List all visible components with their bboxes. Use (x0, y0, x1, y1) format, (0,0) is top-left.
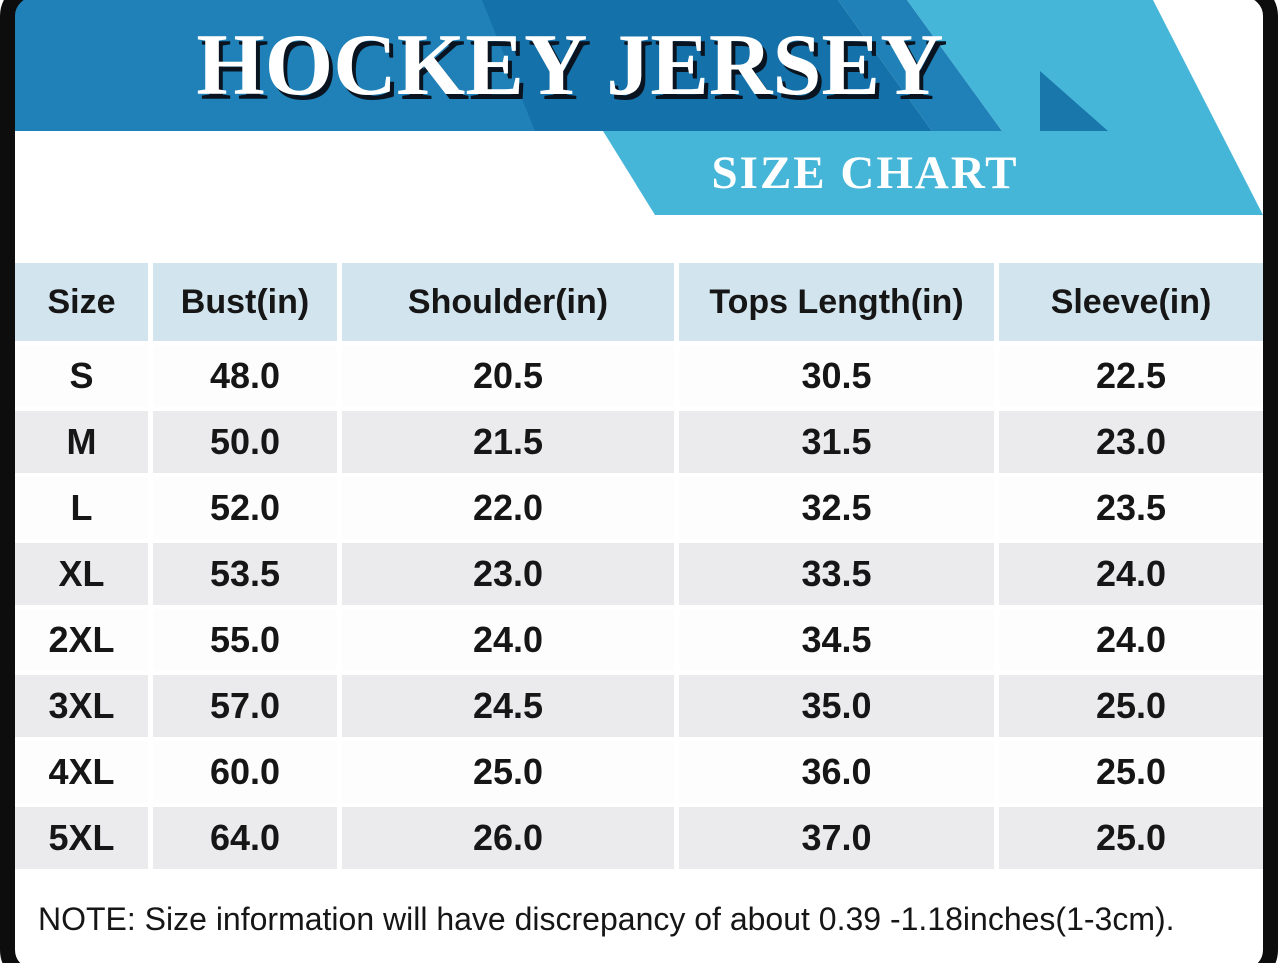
measurement-cell: 31.5 (679, 411, 994, 473)
size-table: Size Bust(in) Shoulder(in) Tops Length(in) S… (15, 263, 1263, 869)
measurement-cell: 22.0 (342, 477, 674, 539)
measurement-cell: 23.0 (999, 411, 1263, 473)
measurement-cell: 24.5 (342, 675, 674, 737)
measurement-cell: 25.0 (999, 675, 1263, 737)
page-title: HOCKEY JERSEY (196, 17, 944, 114)
size-cell: 4XL (15, 741, 148, 803)
measurement-cell: 26.0 (342, 807, 674, 869)
measurement-cell: 57.0 (153, 675, 337, 737)
measurement-cell: 24.0 (342, 609, 674, 671)
accent-triangle (1040, 71, 1108, 131)
measurement-cell: 23.0 (342, 543, 674, 605)
measurement-cell: 35.0 (679, 675, 994, 737)
size-cell: 5XL (15, 807, 148, 869)
measurement-cell: 21.5 (342, 411, 674, 473)
banner-light-shape (15, 0, 535, 131)
measurement-cell: 25.0 (999, 807, 1263, 869)
cyan-band-shape (907, 0, 1220, 131)
size-chart-ribbon (603, 131, 1263, 215)
column-header-sleeve-in: Sleeve(in) (999, 263, 1263, 341)
measurement-cell: 37.0 (679, 807, 994, 869)
size-cell: 3XL (15, 675, 148, 737)
note-text: NOTE: Size information will have discrep… (38, 901, 1175, 937)
measurement-cell: 48.0 (153, 345, 337, 407)
size-cell: S (15, 345, 148, 407)
measurement-cell: 30.5 (679, 345, 994, 407)
measurement-cell: 33.5 (679, 543, 994, 605)
size-cell: L (15, 477, 148, 539)
measurement-cell: 20.5 (342, 345, 674, 407)
page-subtitle: SIZE CHART (711, 147, 1019, 199)
size-cell: XL (15, 543, 148, 605)
measurement-cell: 22.5 (999, 345, 1263, 407)
measurement-cell: 36.0 (679, 741, 994, 803)
column-header-size: Size (15, 263, 148, 341)
measurement-cell: 64.0 (153, 807, 337, 869)
measurement-cell: 55.0 (153, 609, 337, 671)
measurement-cell: 24.0 (999, 609, 1263, 671)
measurement-cell: 52.0 (153, 477, 337, 539)
column-header-bust-in: Bust(in) (153, 263, 337, 341)
measurement-cell: 60.0 (153, 741, 337, 803)
measurement-cell: 24.0 (999, 543, 1263, 605)
measurement-cell: 25.0 (999, 741, 1263, 803)
size-cell: 2XL (15, 609, 148, 671)
column-header-tops-length-in: Tops Length(in) (679, 263, 994, 341)
measurement-cell: 34.5 (679, 609, 994, 671)
diagonal-band-shape (838, 0, 1002, 131)
size-cell: M (15, 411, 148, 473)
measurement-cell: 50.0 (153, 411, 337, 473)
measurement-cell: 25.0 (342, 741, 674, 803)
measurement-cell: 23.5 (999, 477, 1263, 539)
measurement-cell: 53.5 (153, 543, 337, 605)
measurement-cell: 32.5 (679, 477, 994, 539)
header-banner-graphic (15, 0, 1263, 215)
column-header-shoulder-in: Shoulder(in) (342, 263, 674, 341)
